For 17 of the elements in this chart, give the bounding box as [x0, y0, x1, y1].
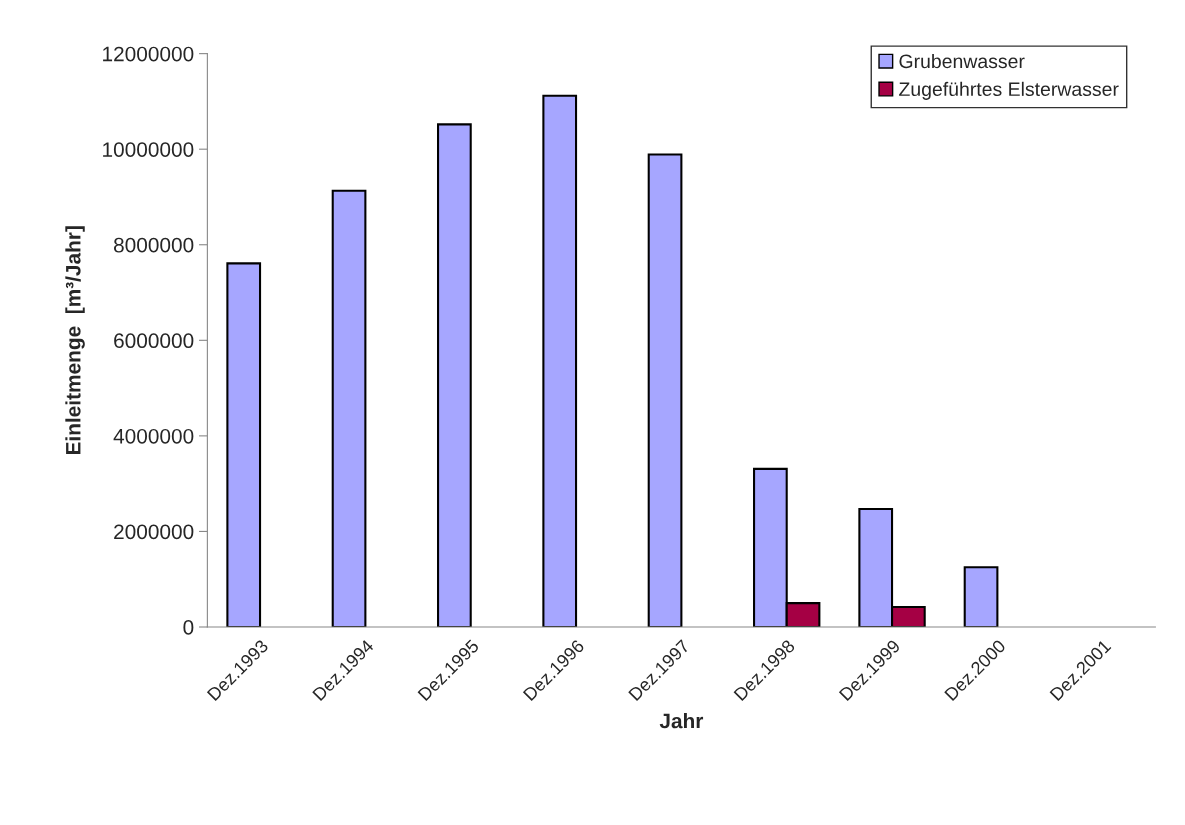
legend-label: Zugeführtes Elsterwasser	[899, 81, 1119, 100]
bar	[963, 566, 999, 627]
y-tick-label: 4000000	[113, 428, 194, 444]
bar	[437, 123, 472, 627]
y-tick-label: 0	[183, 620, 194, 635]
y-tick-label: 12000000	[103, 46, 194, 62]
bar	[647, 153, 683, 627]
legend-label: Grubenwasser	[899, 53, 1025, 69]
x-axis-title: Jahr	[659, 713, 704, 729]
bar	[542, 94, 578, 627]
bar	[226, 262, 262, 627]
y-tick-label: 2000000	[114, 524, 194, 540]
y-tick-label: 10000000	[103, 142, 194, 157]
y-tick-label: 6000000	[114, 333, 194, 349]
y-axis-title: Einleitmenge [m³/Jahr]	[65, 226, 85, 455]
y-tick-label: 8000000	[113, 237, 194, 253]
bar	[331, 189, 367, 627]
